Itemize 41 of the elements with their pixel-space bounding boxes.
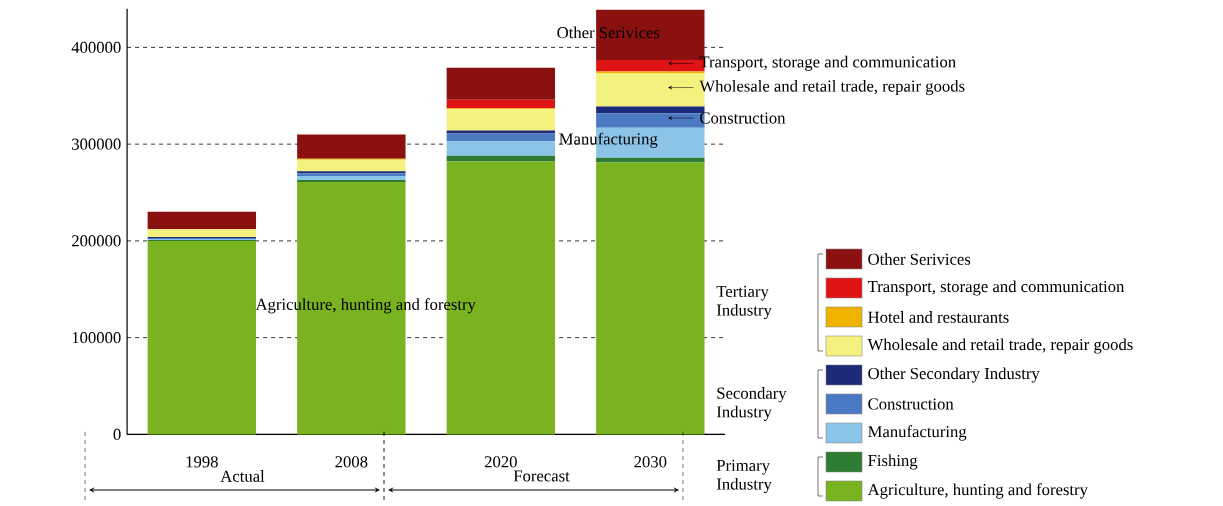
bar <box>297 134 406 159</box>
legend-label: Transport, storage and communication <box>867 280 1125 296</box>
legend-label: Hotel and restaurants <box>868 311 1009 323</box>
bar <box>446 109 556 131</box>
annotation: Wholesale and retail trade, repair goods <box>699 79 965 96</box>
x-tick-label: 2008 <box>335 456 368 468</box>
x-tick-label: 2030 <box>634 456 667 468</box>
bar <box>446 141 556 156</box>
legend-label: Construction <box>868 398 954 410</box>
text: Actual <box>220 470 265 482</box>
legend-label: Manufacturing <box>868 425 967 441</box>
annotation: Other Serivices <box>557 26 660 39</box>
bar <box>446 133 556 142</box>
bar <box>446 130 556 134</box>
bar <box>147 211 257 230</box>
text: Primary Industry <box>716 459 772 494</box>
y-tick-label: 100000 <box>72 332 121 344</box>
y-tick-label: 200000 <box>72 235 121 247</box>
y-tick-label: 400000 <box>71 41 121 54</box>
annotation: Tertiary Industry <box>716 285 772 320</box>
bar <box>147 229 257 238</box>
annotation: Secondary Industry <box>716 387 787 421</box>
legend-label: Other Secondary Industry <box>868 367 1040 383</box>
bar <box>446 99 556 109</box>
bar <box>596 162 705 435</box>
x-tick-label: 1998 <box>186 456 218 468</box>
legend-label: Agriculture, hunting and forestry <box>867 483 1088 499</box>
legend-label: Wholesale and retail trade, repair goods <box>867 338 1133 354</box>
bar <box>147 240 257 435</box>
annotation: Manufacturing <box>559 132 658 148</box>
text: Forecast <box>513 470 570 482</box>
legend-label: Other Serivices <box>868 253 971 265</box>
bar <box>297 159 406 172</box>
y-tick-label: 0 <box>113 428 121 441</box>
legend-label: Fishing <box>868 454 918 470</box>
bar <box>446 67 556 100</box>
bar <box>446 155 556 162</box>
bar <box>596 106 705 114</box>
y-tick-label: 300000 <box>72 138 121 150</box>
bar <box>596 157 705 163</box>
x-tick-label: 2020 <box>484 456 517 468</box>
